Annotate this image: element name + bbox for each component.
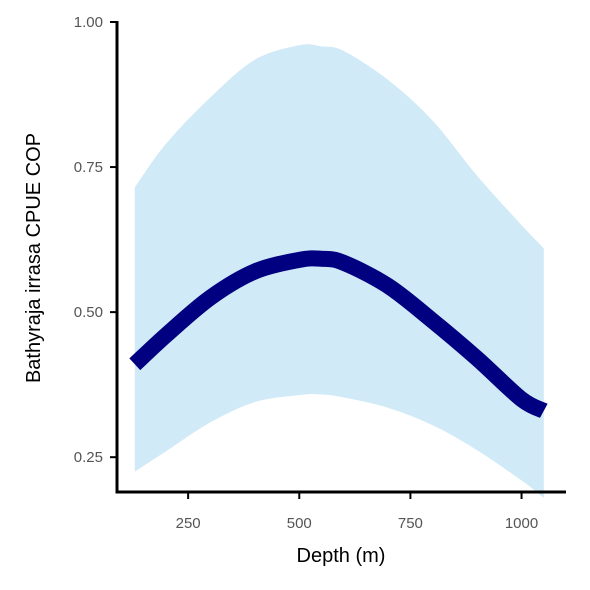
y-tick-label: 1.00	[74, 14, 103, 31]
y-tick-label: 0.75	[74, 159, 103, 176]
x-tick-label: 500	[287, 515, 312, 532]
x-tick-label: 1000	[505, 515, 538, 532]
fitted-line	[129, 250, 548, 419]
x-axis-title: Depth (m)	[297, 545, 386, 567]
y-axis-title: Bathyraja irrasa CPUE COP	[23, 133, 45, 383]
confidence-ribbon	[134, 44, 544, 498]
axes: 250 500 750 1000 0.25 0.50 0.75 1.00	[74, 14, 566, 532]
y-tick-label: 0.25	[74, 449, 103, 466]
x-tick-label: 250	[176, 515, 201, 532]
y-tick-label: 0.50	[74, 304, 103, 321]
x-tick-label: 750	[398, 515, 423, 532]
plot-area	[129, 44, 548, 498]
